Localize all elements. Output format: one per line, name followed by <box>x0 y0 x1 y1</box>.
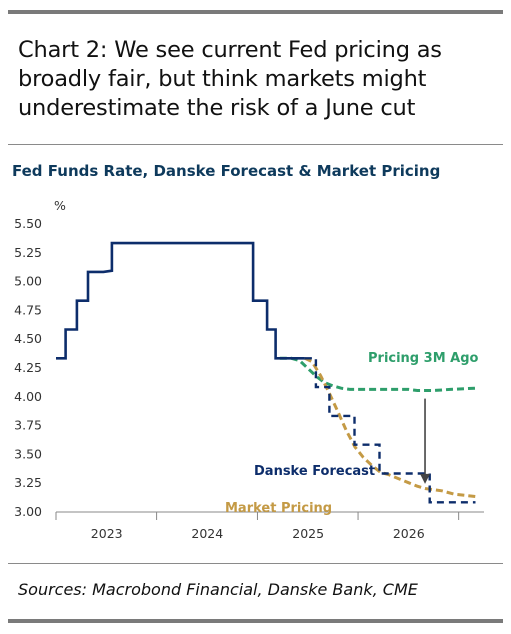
y-tick-label: 3.75 <box>14 418 42 433</box>
series-line-danske-forecast <box>304 357 476 504</box>
annotation-layer: Pricing 3M Ago Danske Forecast Market Pric… <box>225 351 479 516</box>
sources-text: Sources: Macrobond Financial, Danske Ban… <box>18 580 418 599</box>
label-pricing-3m-ago: Pricing 3M Ago <box>368 351 479 366</box>
top-rule <box>8 10 503 14</box>
x-axis-ticks: 2023 2024 2025 2026 <box>55 512 460 541</box>
y-axis-ticks: 5.50 5.25 5.00 4.75 4.50 4.25 4.00 3.75 3.50 3.25… <box>14 216 42 519</box>
series-line-market-pricing <box>304 356 476 498</box>
y-tick-label: 5.25 <box>14 245 42 260</box>
x-tick-label: 2024 <box>191 526 223 541</box>
y-tick-label: 4.50 <box>14 331 42 346</box>
x-tick-label: 2026 <box>393 526 425 541</box>
page-title: Chart 2: We see current Fed pricing as b… <box>18 37 442 121</box>
series-line-fed-funds-rate <box>56 241 305 360</box>
title-divider <box>8 144 503 145</box>
y-tick-label: 5.50 <box>14 216 42 231</box>
y-tick-label: 3.00 <box>14 504 42 519</box>
y-tick-label: 5.00 <box>14 274 42 289</box>
arrow-head <box>420 473 431 484</box>
y-axis-unit: % <box>54 198 66 213</box>
label-danske-forecast: Danske Forecast <box>254 464 375 479</box>
chart-title: Fed Funds Rate, Danske Forecast & Market… <box>12 162 441 180</box>
x-tick-label: 2023 <box>91 526 123 541</box>
y-tick-label: 4.75 <box>14 302 42 317</box>
sources-divider <box>8 563 503 564</box>
y-tick-label: 4.00 <box>14 389 42 404</box>
label-market-pricing: Market Pricing <box>225 501 332 516</box>
x-tick-label: 2025 <box>292 526 324 541</box>
bottom-rule <box>8 619 503 623</box>
series-line-pricing-3m-ago <box>279 356 476 392</box>
series-layer <box>56 241 476 504</box>
y-tick-label: 4.25 <box>14 360 42 375</box>
arrow-layer <box>420 398 431 484</box>
y-tick-label: 3.50 <box>14 446 42 461</box>
y-tick-label: 3.25 <box>14 475 42 490</box>
